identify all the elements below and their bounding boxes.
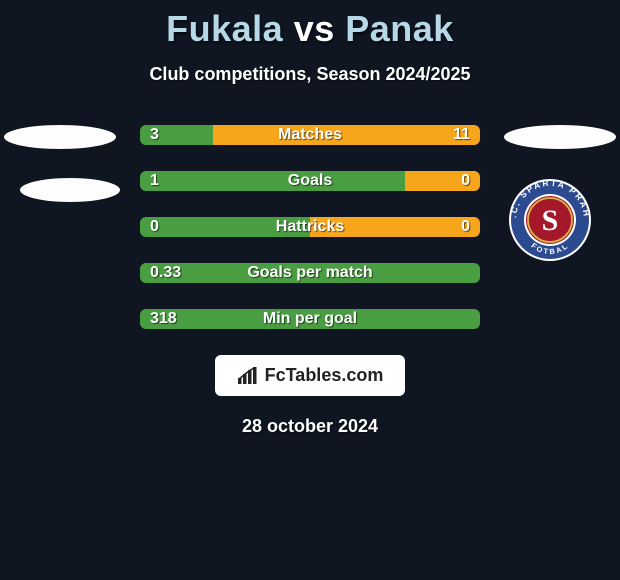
page-title: Fukala vs Panak — [0, 0, 620, 50]
stat-label: Goals per match — [247, 264, 372, 282]
stat-value-left: 3 — [150, 126, 159, 144]
stat-value-left: 0 — [150, 218, 159, 236]
stat-label: Goals — [288, 172, 332, 190]
source-badge-text: FcTables.com — [265, 365, 384, 386]
stat-row: Matches 3 11 — [140, 125, 480, 145]
right-mark-1 — [504, 125, 616, 149]
club-badge-svg: A.C. SPARTA PRAHA FOTBAL S — [500, 178, 600, 262]
left-mark-2 — [20, 178, 120, 202]
source-badge[interactable]: FcTables.com — [215, 355, 406, 396]
left-mark-1 — [4, 125, 116, 149]
player2-name: Panak — [345, 8, 454, 49]
stat-value-left: 318 — [150, 310, 177, 328]
subtitle: Club competitions, Season 2024/2025 — [0, 64, 620, 85]
stat-row: Goals 1 0 — [140, 171, 480, 191]
player1-name: Fukala — [166, 8, 283, 49]
stat-value-right: 11 — [453, 126, 470, 144]
stat-value-right: 0 — [461, 218, 470, 236]
stat-label: Min per goal — [263, 310, 357, 328]
stat-value-left: 1 — [150, 172, 159, 190]
stat-row: Hattricks 0 0 — [140, 217, 480, 237]
stat-label: Hattricks — [276, 218, 344, 236]
stat-row: Goals per match 0.33 — [140, 263, 480, 283]
bar-right — [213, 125, 480, 145]
snapshot-date: 28 october 2024 — [0, 416, 620, 437]
club-badge-sparta: A.C. SPARTA PRAHA FOTBAL S — [500, 178, 600, 262]
comparison-widget: Fukala vs Panak Club competitions, Seaso… — [0, 0, 620, 580]
stat-value-right: 0 — [461, 172, 470, 190]
stat-row: Min per goal 318 — [140, 309, 480, 329]
svg-text:S: S — [542, 204, 559, 237]
stat-label: Matches — [278, 126, 342, 144]
stat-value-left: 0.33 — [150, 264, 181, 282]
bars-icon — [237, 367, 259, 385]
source-badge-wrap: FcTables.com — [0, 355, 620, 396]
bar-left — [140, 171, 405, 191]
vs-text: vs — [294, 8, 335, 49]
